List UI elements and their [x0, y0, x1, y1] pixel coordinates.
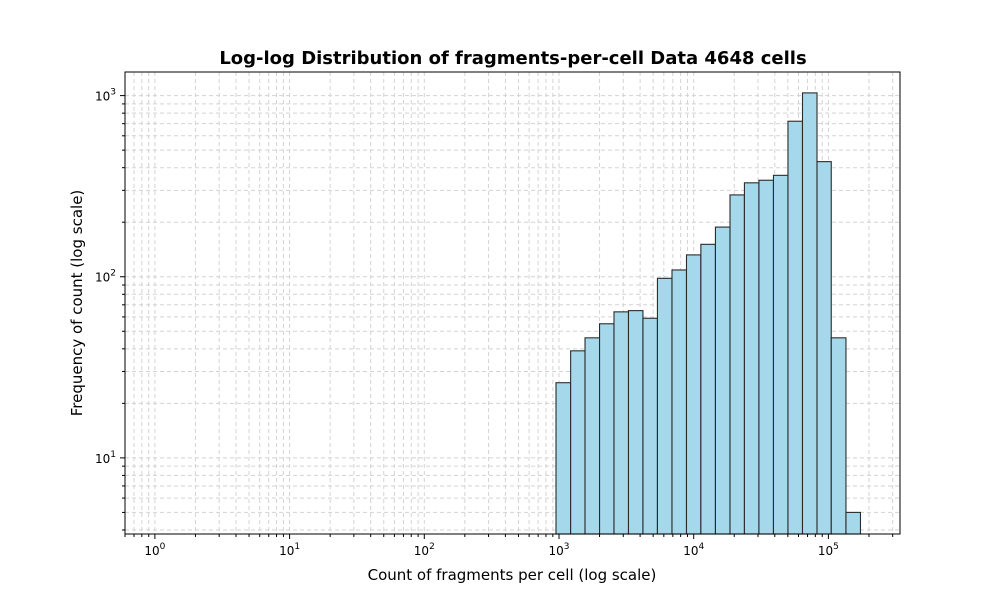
x-tick-label: 104 [683, 542, 704, 558]
histogram-bar [816, 161, 832, 535]
histogram-bar [598, 323, 615, 535]
x-tick-label: 102 [414, 542, 435, 558]
histogram-bar [743, 182, 760, 535]
histogram-bars [555, 92, 862, 535]
y-tick-label: 102 [95, 269, 116, 285]
histogram-bar [700, 243, 716, 535]
x-tick-label: 103 [548, 542, 569, 558]
histogram-bar [671, 269, 688, 535]
x-tick-label: 105 [818, 542, 839, 558]
y-tick-label: 101 [95, 450, 116, 466]
y-axis-label: Frequency of count (log scale) [68, 190, 86, 417]
histogram-bar [613, 311, 630, 535]
chart-title: Log-log Distribution of fragments-per-ce… [219, 48, 806, 69]
histogram-bar [758, 179, 775, 535]
histogram-bar [685, 254, 702, 535]
x-tick-label: 100 [144, 542, 165, 558]
x-tick-label: 101 [279, 542, 300, 558]
histogram-bar [584, 337, 601, 535]
histogram-bar [801, 92, 818, 535]
y-tick-label: 103 [95, 88, 116, 104]
histogram-bar [555, 382, 572, 535]
histogram-bar [845, 511, 862, 535]
plot-frame [124, 71, 901, 535]
histogram-bar [627, 310, 644, 535]
histogram-bar [656, 277, 673, 535]
histogram-bar [787, 120, 804, 535]
histogram-bar [642, 317, 658, 535]
histogram-bar [570, 350, 586, 535]
histogram-bar [714, 226, 731, 535]
histogram-bar [772, 174, 789, 535]
axis-ticks: 100 101 102 103 104 105 101 102 103 [95, 88, 894, 558]
x-axis-label: Count of fragments per cell (log scale) [368, 566, 657, 584]
histogram-bar [830, 337, 847, 535]
histogram-bar [729, 194, 745, 535]
